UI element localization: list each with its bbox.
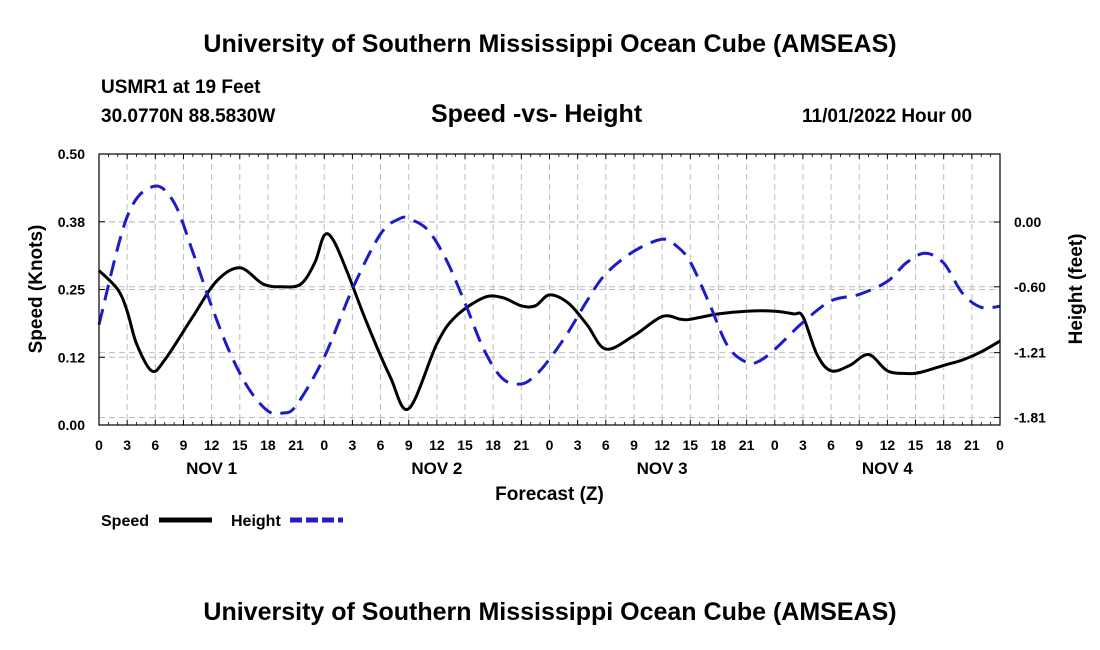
x-tick-label: 0 [95,437,103,453]
day-label: NOV 1 [186,459,237,478]
x-tick-label: 18 [260,437,276,453]
footer-title: University of Southern Mississippi Ocean… [203,598,897,626]
x-tick-label: 12 [204,437,220,453]
x-tick-label: 21 [739,437,755,453]
axis-layer: 0 3 6 9 12 15 18 21 0 3 6 9 12 15 18 21 0 3 6 9 12 15 18 21 0 3 6 9… [58,146,1046,478]
station-coords: 30.0770N 88.5830W [101,106,276,127]
x-tick-label: 12 [654,437,670,453]
station-name: USMR1 at 19 Feet [101,77,261,98]
series-layer [97,184,1001,416]
x-tick-label: 12 [880,437,896,453]
x-tick-label: 0 [996,437,1004,453]
x-tick-label: 0 [320,437,328,453]
x-tick-label: 6 [377,437,385,453]
grid-layer [99,154,1000,425]
x-tick-label: 21 [514,437,530,453]
x-tick-label: 3 [349,437,357,453]
x-tick-label: 12 [429,437,445,453]
y-axis-label: Speed (Knots) [26,225,47,354]
day-label: NOV 4 [862,459,914,478]
x-tick-label: 18 [485,437,501,453]
x-tick-label: 6 [827,437,835,453]
main-title: University of Southern Mississippi Ocean… [203,30,897,58]
y2-tick-label: 0.00 [1014,214,1041,230]
x-tick-label: 9 [405,437,413,453]
y2-tick-label: -0.60 [1014,279,1046,295]
x-tick-label: 21 [964,437,980,453]
day-label: NOV 3 [637,459,688,478]
y-tick-label: 0.38 [58,214,85,230]
x-tick-label: 0 [771,437,779,453]
y2-tick-label: -1.21 [1014,345,1046,361]
day-label: NOV 2 [411,459,462,478]
y-tick-label: 0.00 [58,417,85,433]
x-tick-label: 9 [855,437,863,453]
y-tick-label: 0.50 [58,146,85,162]
x-tick-label: 15 [457,437,473,453]
x-tick-label: 15 [682,437,698,453]
chart-title: Speed -vs- Height [431,100,643,128]
y2-axis-label: Height (feet) [1066,234,1087,345]
series-line-height [97,184,1001,416]
legend-label-speed: Speed [101,513,149,530]
chart-date: 11/01/2022 Hour 00 [802,106,973,127]
x-tick-label: 3 [574,437,582,453]
legend-label-height: Height [231,513,281,530]
y2-tick-label: -1.81 [1014,409,1046,425]
x-tick-label: 15 [908,437,924,453]
x-tick-label: 9 [630,437,638,453]
y-tick-label: 0.25 [58,282,85,298]
x-tick-label: 21 [288,437,304,453]
x-tick-label: 18 [936,437,952,453]
x-tick-label: 15 [232,437,248,453]
series-line-speed [97,232,1001,411]
x-tick-label: 0 [546,437,554,453]
legend: Speed Height [101,513,343,530]
x-tick-label: 18 [711,437,727,453]
y-tick-label: 0.12 [58,349,85,365]
x-tick-label: 6 [151,437,159,453]
x-tick-label: 3 [123,437,131,453]
x-tick-label: 3 [799,437,807,453]
x-tick-label: 6 [602,437,610,453]
x-axis-label: Forecast (Z) [495,484,604,505]
x-tick-label: 9 [180,437,188,453]
